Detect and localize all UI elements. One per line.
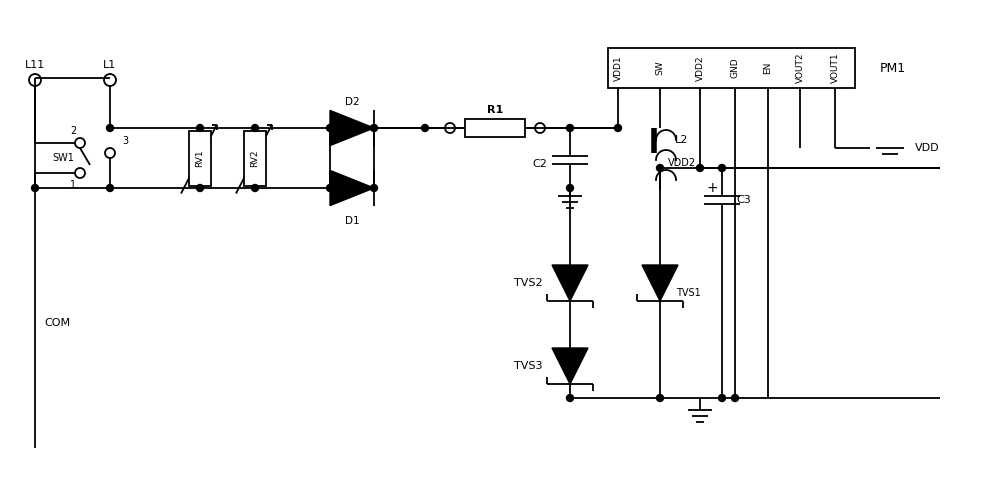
Text: VDD2: VDD2 xyxy=(668,158,696,168)
Circle shape xyxy=(718,164,726,172)
Text: GND: GND xyxy=(730,58,740,78)
Text: VDD2: VDD2 xyxy=(696,55,704,81)
Text: 2: 2 xyxy=(70,126,76,136)
Text: COM: COM xyxy=(44,318,70,328)
Text: 3: 3 xyxy=(122,136,128,146)
Text: EN: EN xyxy=(764,62,772,74)
Text: RV2: RV2 xyxy=(250,149,260,167)
Text: C2: C2 xyxy=(533,159,547,169)
Text: SW1: SW1 xyxy=(52,153,74,163)
Circle shape xyxy=(106,124,114,131)
Circle shape xyxy=(370,124,378,131)
Text: TVS2: TVS2 xyxy=(514,278,542,288)
Circle shape xyxy=(196,185,204,192)
Text: D2: D2 xyxy=(345,97,359,107)
FancyBboxPatch shape xyxy=(189,130,211,185)
Circle shape xyxy=(370,185,378,192)
Circle shape xyxy=(196,124,204,131)
Text: D1: D1 xyxy=(345,216,359,226)
Circle shape xyxy=(566,124,574,131)
Circle shape xyxy=(422,124,428,131)
Circle shape xyxy=(732,394,738,402)
Polygon shape xyxy=(642,265,678,301)
Circle shape xyxy=(32,185,38,192)
Text: PM1: PM1 xyxy=(880,62,906,75)
Text: RV1: RV1 xyxy=(196,149,205,167)
FancyBboxPatch shape xyxy=(608,48,855,88)
FancyBboxPatch shape xyxy=(465,119,525,137)
Text: VDD1: VDD1 xyxy=(614,55,622,81)
Text: TVS3: TVS3 xyxy=(514,361,542,371)
Circle shape xyxy=(656,164,664,172)
Text: VDD: VDD xyxy=(915,143,940,153)
Circle shape xyxy=(696,164,704,172)
Text: 1: 1 xyxy=(70,180,76,190)
Text: VOUT2: VOUT2 xyxy=(796,53,804,83)
Polygon shape xyxy=(552,265,588,301)
Text: C3: C3 xyxy=(737,195,751,205)
Text: L11: L11 xyxy=(25,60,45,70)
Polygon shape xyxy=(330,110,374,146)
Text: +: + xyxy=(706,181,718,195)
Text: VOUT1: VOUT1 xyxy=(830,53,840,83)
Circle shape xyxy=(252,185,258,192)
FancyBboxPatch shape xyxy=(244,130,266,185)
Circle shape xyxy=(718,394,726,402)
Circle shape xyxy=(656,394,664,402)
Polygon shape xyxy=(330,170,374,206)
Text: L1: L1 xyxy=(103,60,117,70)
Text: R1: R1 xyxy=(487,105,503,115)
Circle shape xyxy=(566,185,574,192)
Circle shape xyxy=(326,124,334,131)
Text: L2: L2 xyxy=(675,135,689,145)
Polygon shape xyxy=(552,348,588,384)
Circle shape xyxy=(326,185,334,192)
Circle shape xyxy=(566,394,574,402)
Circle shape xyxy=(106,185,114,192)
Text: SW: SW xyxy=(656,61,664,76)
Circle shape xyxy=(252,124,258,131)
Text: TVS1: TVS1 xyxy=(676,288,700,298)
Circle shape xyxy=(614,124,622,131)
